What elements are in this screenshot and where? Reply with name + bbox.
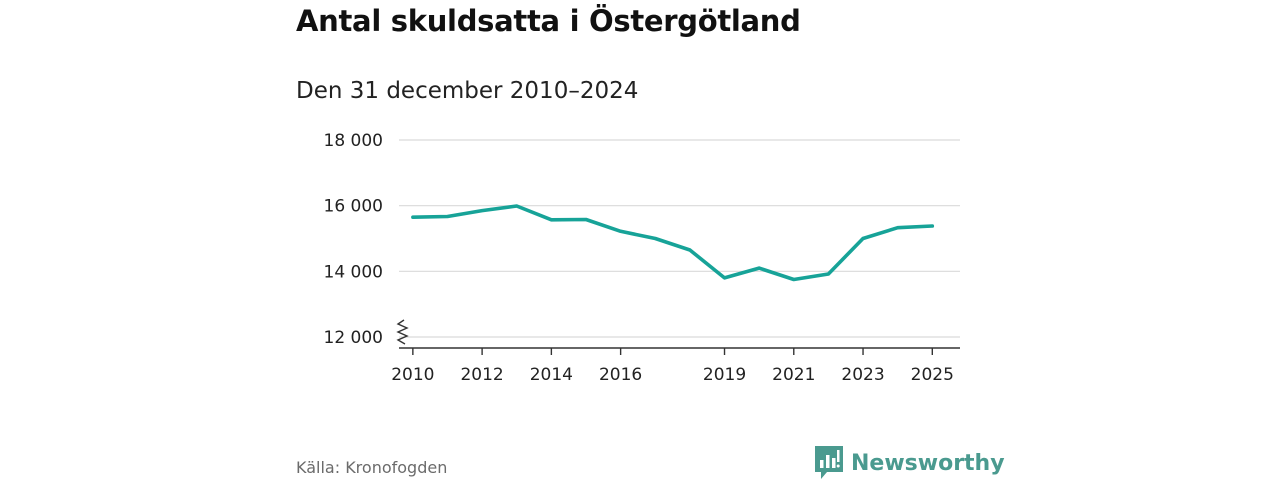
x-tick-label: 2010	[391, 365, 434, 385]
y-axis-break-icon	[396, 319, 409, 345]
x-tick-label: 2025	[911, 365, 954, 385]
chart-title: Antal skuldsatta i Östergötland	[296, 4, 801, 38]
x-tick-label: 2012	[460, 365, 503, 385]
newsworthy-logo-icon	[815, 446, 843, 479]
chart-subtitle: Den 31 december 2010–2024	[296, 78, 639, 104]
series-line	[411, 204, 935, 282]
y-tick-label: 12 000	[324, 328, 383, 348]
y-tick-label: 18 000	[324, 131, 383, 151]
brand-logo: Newsworthy	[815, 446, 1005, 480]
source-note: Källa: Kronofogden	[296, 458, 448, 477]
y-tick-label: 14 000	[324, 262, 383, 282]
brand-name: Newsworthy	[851, 450, 1005, 476]
x-tick-label: 2021	[772, 365, 815, 385]
x-tick-label: 2019	[703, 365, 746, 385]
x-tick-label: 2014	[530, 365, 573, 385]
x-tick-label: 2016	[599, 365, 642, 385]
y-tick-label: 16 000	[324, 197, 383, 217]
x-tick-label: 2023	[841, 365, 884, 385]
